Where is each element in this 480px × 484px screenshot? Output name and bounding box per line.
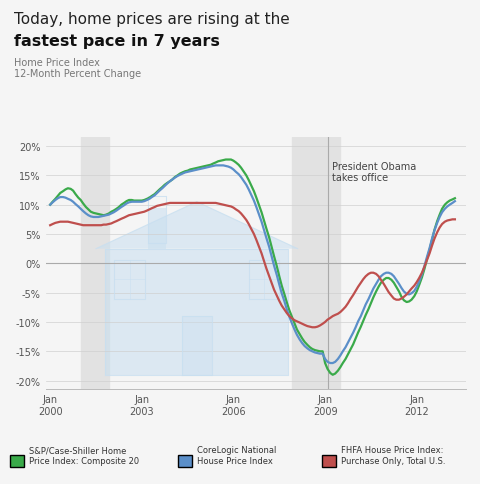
Text: S&P/Case-Shiller Home
Price Index: Composite 20: S&P/Case-Shiller Home Price Index: Compo… [29, 445, 139, 465]
Polygon shape [96, 202, 298, 249]
Text: CoreLogic National
House Price Index: CoreLogic National House Price Index [197, 445, 276, 465]
Text: Home Price Index: Home Price Index [14, 58, 100, 68]
Polygon shape [181, 317, 212, 375]
Polygon shape [148, 208, 166, 249]
Bar [292, 138, 340, 390]
Text: 12-Month Percent Change: 12-Month Percent Change [14, 69, 142, 79]
Text: FHFA House Price Index:
Purchase Only, Total U.S.: FHFA House Price Index: Purchase Only, T… [341, 445, 445, 465]
Text: fastest pace in 7 years: fastest pace in 7 years [14, 34, 220, 49]
Text: Today, home prices are rising at the: Today, home prices are rising at the [14, 12, 290, 27]
Text: President Obama
takes office: President Obama takes office [332, 161, 416, 183]
Bar [81, 138, 109, 390]
